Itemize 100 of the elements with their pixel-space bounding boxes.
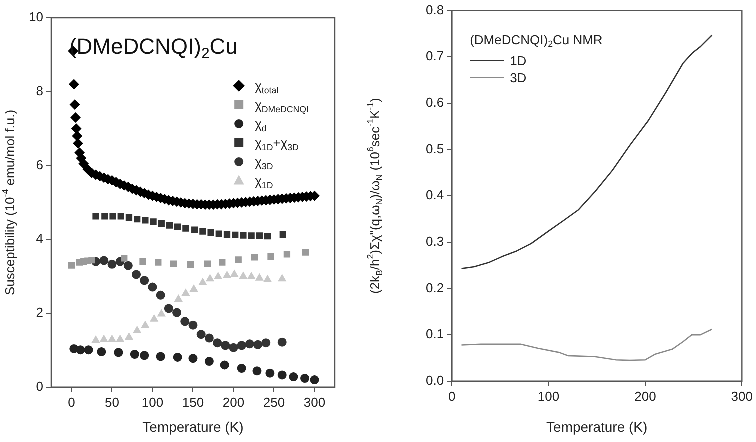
- point: [182, 225, 190, 232]
- point: [190, 285, 198, 292]
- point: [237, 364, 246, 374]
- legend-label: 3D: [510, 70, 527, 86]
- point: [220, 360, 230, 370]
- y-tick-label: 0.3: [426, 234, 444, 250]
- point: [219, 259, 226, 266]
- point: [198, 278, 207, 286]
- y-tick-label: 2: [36, 305, 44, 320]
- point: [92, 213, 100, 220]
- point: [166, 222, 174, 229]
- y-tick-label: 0.8: [426, 2, 444, 18]
- point: [150, 314, 158, 322]
- point: [68, 262, 76, 269]
- point: [256, 274, 264, 281]
- x-axis-title: Temperature (K): [142, 418, 244, 435]
- x-tick-label: 200: [222, 394, 245, 410]
- point: [278, 274, 286, 282]
- point: [140, 351, 150, 360]
- point: [174, 294, 183, 302]
- point: [172, 308, 182, 318]
- point: [232, 232, 239, 239]
- point: [289, 372, 298, 382]
- point: [206, 274, 214, 282]
- point: [264, 275, 272, 282]
- point: [102, 213, 108, 220]
- point: [216, 230, 222, 238]
- point: [76, 346, 86, 355]
- point: [130, 350, 140, 360]
- point: [100, 335, 108, 342]
- point: [116, 335, 124, 342]
- x-axis-title: Temperature (K): [546, 418, 648, 435]
- point: [97, 347, 106, 356]
- point: [248, 232, 255, 240]
- y-axis-title: Susceptibility (10-4 emu/mol f.u.): [0, 110, 18, 296]
- x-tick-label: 100: [538, 388, 560, 404]
- y-tick-label: 10: [28, 10, 44, 25]
- point: [180, 317, 190, 326]
- point: [266, 368, 275, 378]
- x-tick-label: 100: [142, 394, 164, 410]
- point: [248, 272, 256, 280]
- point: [142, 217, 149, 224]
- x-tick-label: 0: [68, 394, 76, 410]
- point: [132, 270, 142, 280]
- point: [254, 340, 263, 350]
- y-tick-label: 0.5: [426, 141, 444, 156]
- point: [126, 214, 133, 222]
- point: [156, 290, 166, 300]
- point: [239, 272, 248, 280]
- y-tick-label: 0.6: [426, 95, 444, 110]
- y-tick-label: 0.4: [426, 188, 444, 203]
- point: [114, 348, 124, 358]
- point: [88, 257, 96, 264]
- point: [204, 334, 214, 343]
- point: [110, 213, 116, 220]
- point: [251, 254, 258, 261]
- point: [213, 338, 222, 348]
- point: [229, 343, 238, 352]
- y-tick-label: 6: [36, 157, 44, 172]
- point: [230, 270, 239, 278]
- point: [134, 216, 141, 223]
- point: [158, 310, 166, 317]
- y-tick-label: 8: [36, 83, 44, 98]
- point: [278, 370, 287, 380]
- point: [124, 261, 133, 270]
- point: [140, 276, 150, 286]
- point: [121, 255, 128, 262]
- point: [300, 374, 310, 384]
- x-tick-label: 50: [104, 394, 120, 410]
- x-tick-label: 250: [263, 394, 286, 410]
- x-tick-label: 200: [634, 388, 656, 404]
- point: [148, 282, 158, 292]
- point: [100, 256, 109, 266]
- legend-label: 1D: [510, 53, 527, 68]
- point: [262, 338, 271, 348]
- point: [235, 256, 242, 264]
- y-tick-label: 0.2: [426, 280, 444, 296]
- point: [264, 232, 272, 240]
- point: [310, 376, 320, 385]
- point: [214, 272, 222, 280]
- x-tick-label: 0: [448, 388, 456, 404]
- point: [268, 253, 274, 260]
- point: [182, 289, 190, 296]
- point: [204, 260, 212, 268]
- point: [192, 226, 198, 234]
- point: [158, 220, 165, 228]
- point: [84, 346, 94, 355]
- point: [223, 271, 232, 278]
- point: [252, 366, 262, 376]
- point: [245, 340, 254, 349]
- point: [284, 251, 291, 258]
- x-tick-label: 300: [304, 394, 326, 410]
- point: [200, 228, 206, 235]
- point: [133, 326, 142, 334]
- point: [108, 335, 116, 342]
- text: (2kB/h2)Σχ"(q,ωN)/ωN (106sec-1K-1): [365, 98, 384, 294]
- point: [256, 232, 263, 240]
- x-tick-label: 150: [182, 394, 204, 410]
- point: [224, 232, 231, 238]
- point: [150, 218, 157, 226]
